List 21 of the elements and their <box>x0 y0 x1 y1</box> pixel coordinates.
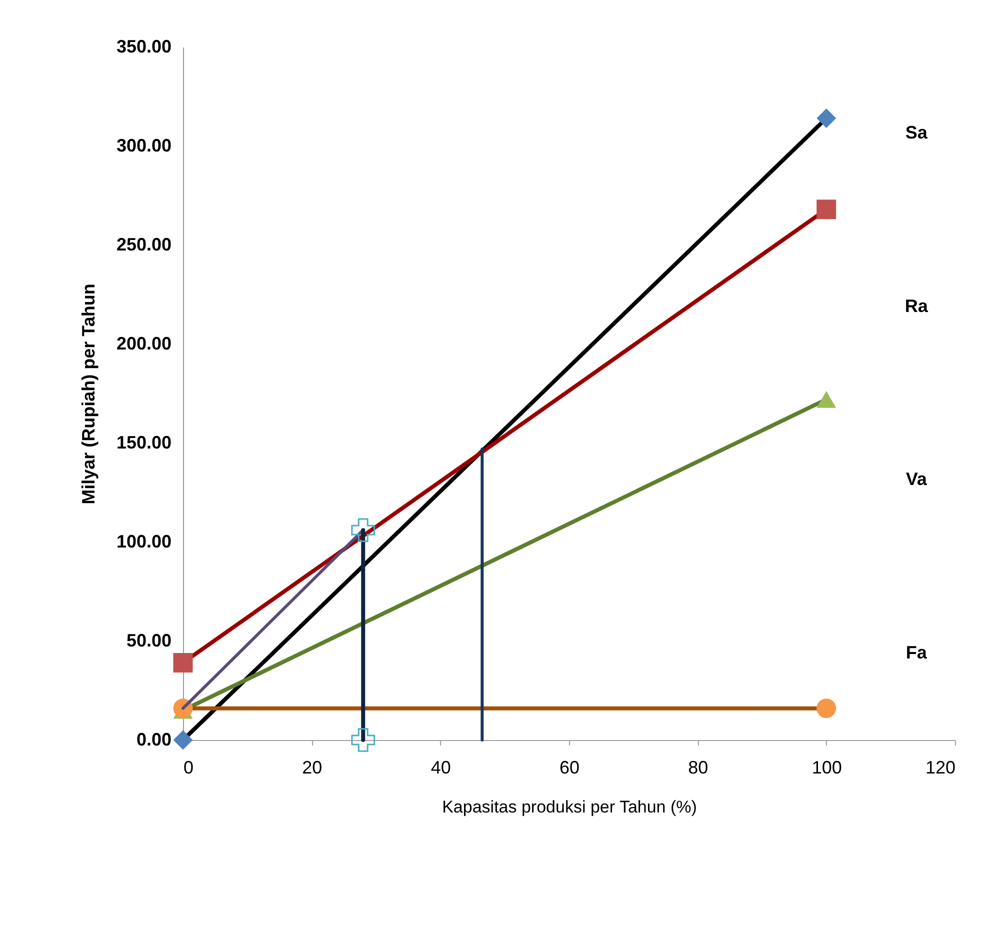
y-tick-label: 0.00 <box>136 730 172 750</box>
x-tick-label: 100 <box>812 758 842 778</box>
y-tick-label: 50.00 <box>126 630 172 650</box>
x-tick-label: 60 <box>559 758 580 778</box>
y-axis-title: Milyar (Rupiah) per Tahun <box>78 284 98 504</box>
y-tick-label: 150.00 <box>116 432 172 452</box>
annotation: Ra <box>904 296 929 316</box>
x-tick-label: 80 <box>688 758 708 778</box>
y-tick-label: 100.00 <box>116 532 172 552</box>
annotation: Sa <box>905 122 928 143</box>
y-tick-label: 200.00 <box>116 334 172 354</box>
y-tick-label: 250.00 <box>116 234 172 254</box>
y-tick-label: 300.00 <box>116 136 172 156</box>
x-tick-label: 120 <box>925 758 956 778</box>
annotation: Fa <box>906 642 928 662</box>
annotation: Va <box>906 469 928 490</box>
y-tick-label: 350.00 <box>116 36 172 56</box>
x-axis-title: Kapasitas produksi per Tahun (%) <box>442 798 697 816</box>
x-tick-label: 20 <box>302 758 322 778</box>
x-tick-label: 40 <box>430 758 451 778</box>
x-tick-label: 0 <box>184 758 194 778</box>
